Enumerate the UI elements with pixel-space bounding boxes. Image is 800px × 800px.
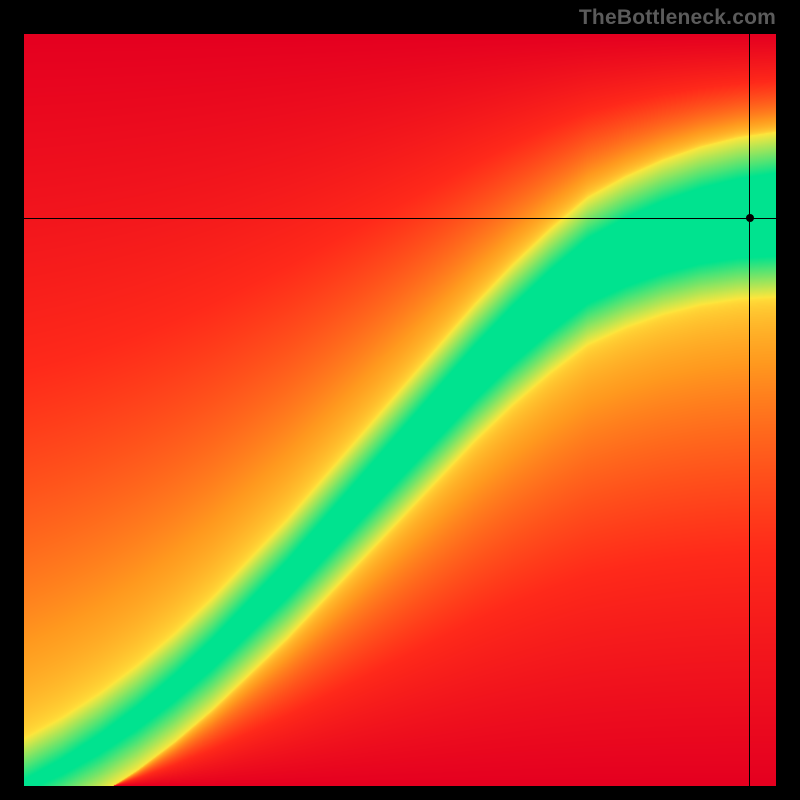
plot-area [24,34,776,786]
crosshair-point [746,214,754,222]
chart-container: TheBottleneck.com [0,0,800,800]
watermark-text: TheBottleneck.com [579,6,776,30]
heatmap-canvas [24,34,776,786]
crosshair-horizontal [24,218,776,219]
crosshair-vertical [749,34,750,786]
